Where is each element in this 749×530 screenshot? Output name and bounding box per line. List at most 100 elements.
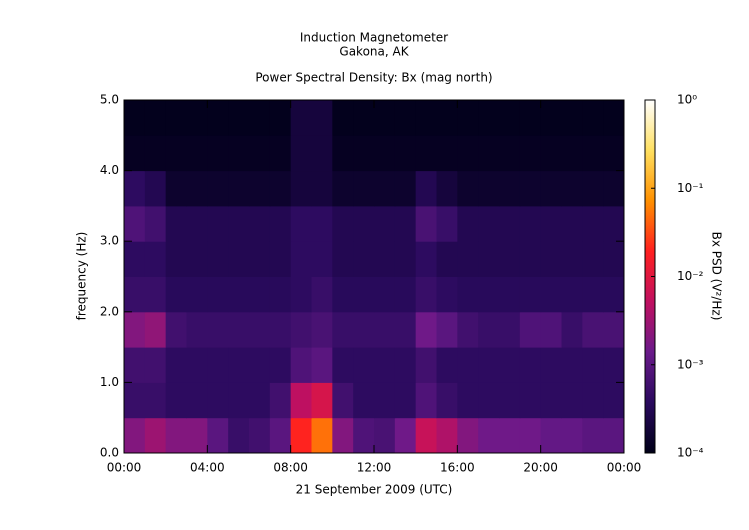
spectrogram-cell: [207, 205, 229, 242]
spectrogram-cell: [374, 241, 396, 277]
spectrogram-cell: [269, 135, 292, 172]
spectrogram-cell: [457, 347, 479, 383]
spectrogram-cell: [332, 276, 354, 313]
spectrogram-cell: [269, 417, 292, 454]
spectrogram-cell: [290, 276, 312, 313]
spectrogram-cell: [332, 382, 354, 419]
spectrogram-cell: [332, 417, 354, 454]
spectrogram-cell: [457, 311, 479, 348]
spectrogram-cell: [290, 241, 312, 277]
colorbar-tick-label: 10⁰: [677, 93, 697, 107]
y-tick-label: 0.0: [100, 446, 119, 460]
spectrogram-cell: [561, 347, 583, 383]
spectrogram-cell: [332, 205, 354, 242]
spectrogram-cell: [249, 311, 271, 348]
spectrogram-cell: [582, 382, 604, 419]
spectrogram-cell: [374, 205, 396, 242]
spectrogram-cell: [228, 311, 250, 348]
spectrogram-cell: [499, 205, 521, 242]
spectrogram-cell: [186, 382, 208, 419]
spectrogram-cell: [394, 241, 417, 277]
spectrogram-cell: [165, 347, 187, 383]
spectrogram-cell: [124, 100, 146, 136]
spectrogram-cell: [124, 417, 146, 454]
y-tick-label: 1.0: [100, 375, 119, 389]
spectrogram-cell: [269, 276, 292, 313]
spectrogram-cell: [165, 241, 187, 277]
spectrogram-cell: [144, 347, 167, 383]
spectrogram-cell: [436, 135, 458, 172]
spectrogram-cell: [311, 170, 333, 207]
spectrogram-cell: [207, 100, 229, 136]
spectrogram-cell: [603, 100, 625, 136]
spectrogram-cell: [249, 205, 271, 242]
spectrogram-cell: [436, 382, 458, 419]
spectrogram-cell: [478, 417, 500, 454]
spectrogram-cell: [540, 347, 562, 383]
spectrogram-cell: [499, 276, 521, 313]
spectrogram-cell: [519, 241, 542, 277]
spectrogram-cell: [353, 347, 375, 383]
spectrogram-cell: [144, 417, 167, 454]
spectrogram-cell: [540, 135, 562, 172]
spectrogram-cell: [394, 417, 417, 454]
spectrogram-cell: [478, 100, 500, 136]
spectrogram-cell: [457, 100, 479, 136]
spectrogram-cell: [332, 100, 354, 136]
spectrogram-cell: [144, 205, 167, 242]
spectrogram-cell: [519, 205, 542, 242]
spectrogram-cell: [436, 311, 458, 348]
spectrogram-cell: [311, 347, 333, 383]
spectrogram-cell: [519, 417, 542, 454]
spectrogram-cell: [415, 417, 437, 454]
spectrogram-cell: [394, 347, 417, 383]
spectrogram-cell: [499, 100, 521, 136]
spectrogram-cell: [478, 382, 500, 419]
chart-subtitle: Gakona, AK: [339, 45, 409, 59]
spectrogram-cell: [249, 170, 271, 207]
spectrogram-cell: [186, 241, 208, 277]
spectrogram-cell: [353, 205, 375, 242]
spectrogram-cell: [436, 241, 458, 277]
colorbar-tick-label: 10⁻¹: [677, 181, 704, 195]
spectrogram-cell: [124, 311, 146, 348]
spectrogram-cell: [457, 276, 479, 313]
spectrogram-cell: [207, 311, 229, 348]
spectrogram-cell: [394, 205, 417, 242]
spectrogram-cell: [457, 135, 479, 172]
spectrogram-cell: [311, 241, 333, 277]
spectrogram-cell: [186, 100, 208, 136]
spectrogram-cell: [540, 382, 562, 419]
spectrogram-cell: [540, 241, 562, 277]
spectrogram-cell: [519, 382, 542, 419]
spectrogram-cell: [353, 417, 375, 454]
spectrogram-cell: [499, 382, 521, 419]
spectrogram-cell: [561, 241, 583, 277]
spectrogram-cell: [290, 347, 312, 383]
spectrogram-cell: [353, 100, 375, 136]
spectrogram-cell: [353, 311, 375, 348]
spectrogram-cell: [478, 311, 500, 348]
spectrogram-cell: [124, 241, 146, 277]
spectrogram-cell: [582, 276, 604, 313]
spectrogram-cell: [228, 205, 250, 242]
spectrogram-cell: [603, 135, 625, 172]
spectrogram-cell: [290, 417, 312, 454]
spectrogram-cell: [582, 205, 604, 242]
spectrogram-cell: [519, 135, 542, 172]
spectrogram-cell: [311, 382, 333, 419]
x-tick-label: 04:00: [190, 461, 225, 475]
spectrogram-cell: [353, 170, 375, 207]
spectrogram-cell: [415, 347, 437, 383]
spectrogram-cell: [207, 170, 229, 207]
spectrogram-cell: [519, 276, 542, 313]
spectrogram-cell: [394, 170, 417, 207]
spectrogram-cell: [478, 135, 500, 172]
spectrogram-cell: [478, 205, 500, 242]
spectrogram-cell: [228, 382, 250, 419]
spectrogram-cell: [165, 382, 187, 419]
spectrogram-cell: [207, 241, 229, 277]
spectrogram-cell: [478, 241, 500, 277]
spectrogram-cell: [540, 170, 562, 207]
spectrogram-cell: [311, 417, 333, 454]
